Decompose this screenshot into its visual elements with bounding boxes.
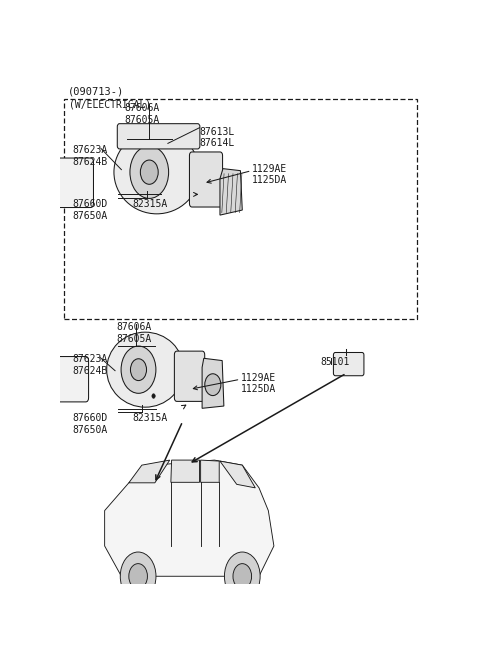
- Text: 82315A: 82315A: [132, 199, 168, 209]
- Ellipse shape: [107, 332, 184, 407]
- Circle shape: [129, 564, 147, 589]
- Text: 82315A: 82315A: [132, 413, 168, 423]
- Polygon shape: [105, 460, 274, 576]
- Text: 87606A
87605A: 87606A 87605A: [117, 322, 152, 344]
- Text: (W/ELECTRICAL): (W/ELECTRICAL): [69, 100, 152, 110]
- Text: 87606A
87605A: 87606A 87605A: [124, 103, 159, 125]
- Circle shape: [130, 146, 168, 198]
- Circle shape: [225, 552, 260, 600]
- Text: 1129AE
1125DA: 1129AE 1125DA: [240, 373, 276, 394]
- Circle shape: [205, 374, 221, 396]
- Text: 87623A
87624B: 87623A 87624B: [72, 146, 107, 167]
- Text: 87613L
87614L: 87613L 87614L: [200, 127, 235, 148]
- FancyBboxPatch shape: [174, 351, 204, 401]
- Polygon shape: [171, 460, 200, 482]
- Text: 85101: 85101: [321, 357, 350, 367]
- Ellipse shape: [114, 131, 200, 214]
- Text: 1129AE
1125DA: 1129AE 1125DA: [252, 163, 287, 185]
- FancyBboxPatch shape: [57, 158, 94, 207]
- Polygon shape: [201, 460, 219, 482]
- FancyBboxPatch shape: [190, 152, 223, 207]
- FancyBboxPatch shape: [55, 357, 89, 402]
- Polygon shape: [129, 460, 170, 483]
- Polygon shape: [220, 461, 255, 488]
- Circle shape: [140, 160, 158, 184]
- Text: (090713-): (090713-): [67, 87, 124, 96]
- Circle shape: [233, 564, 252, 589]
- FancyBboxPatch shape: [117, 124, 200, 149]
- Circle shape: [152, 394, 155, 398]
- Polygon shape: [220, 169, 242, 215]
- Text: 87660D
87650A: 87660D 87650A: [72, 199, 107, 220]
- FancyBboxPatch shape: [334, 352, 364, 376]
- Text: 87623A
87624B: 87623A 87624B: [72, 354, 107, 376]
- Circle shape: [131, 359, 146, 380]
- Circle shape: [120, 552, 156, 600]
- Polygon shape: [202, 358, 224, 408]
- Text: 87660D
87650A: 87660D 87650A: [72, 413, 107, 435]
- Circle shape: [121, 346, 156, 394]
